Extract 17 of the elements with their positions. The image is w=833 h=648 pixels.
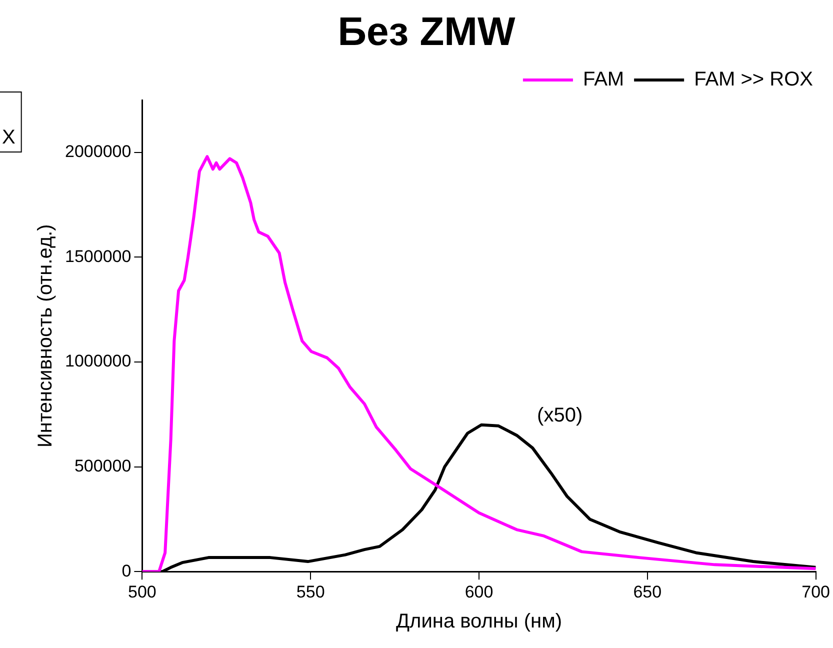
text: X <box>2 126 16 149</box>
x-tick-label: 600 <box>464 582 494 602</box>
x-tick-label: 550 <box>296 582 325 602</box>
chart-title: Без ZMW <box>338 10 516 54</box>
legend-label: FAM >> ROX <box>694 68 814 91</box>
y-tick-label: 500000 <box>74 456 132 476</box>
x-tick-label: 500 <box>128 582 156 602</box>
y-tick-label: 0 <box>122 561 132 580</box>
y-tick-label: 2000000 <box>64 142 132 162</box>
x-tick-label: 650 <box>633 582 662 602</box>
y-axis-title: Интенсивность (отн.ед.) <box>34 224 57 448</box>
legend-label: FAM <box>582 68 624 91</box>
y-tick-label: 1000000 <box>64 352 132 371</box>
x-tick-label: 700 <box>802 582 830 602</box>
annotation: (x50) <box>537 404 583 426</box>
x-axis-title: Длина волны (нм) <box>396 610 562 633</box>
y-tick-label: 1500000 <box>64 246 132 266</box>
